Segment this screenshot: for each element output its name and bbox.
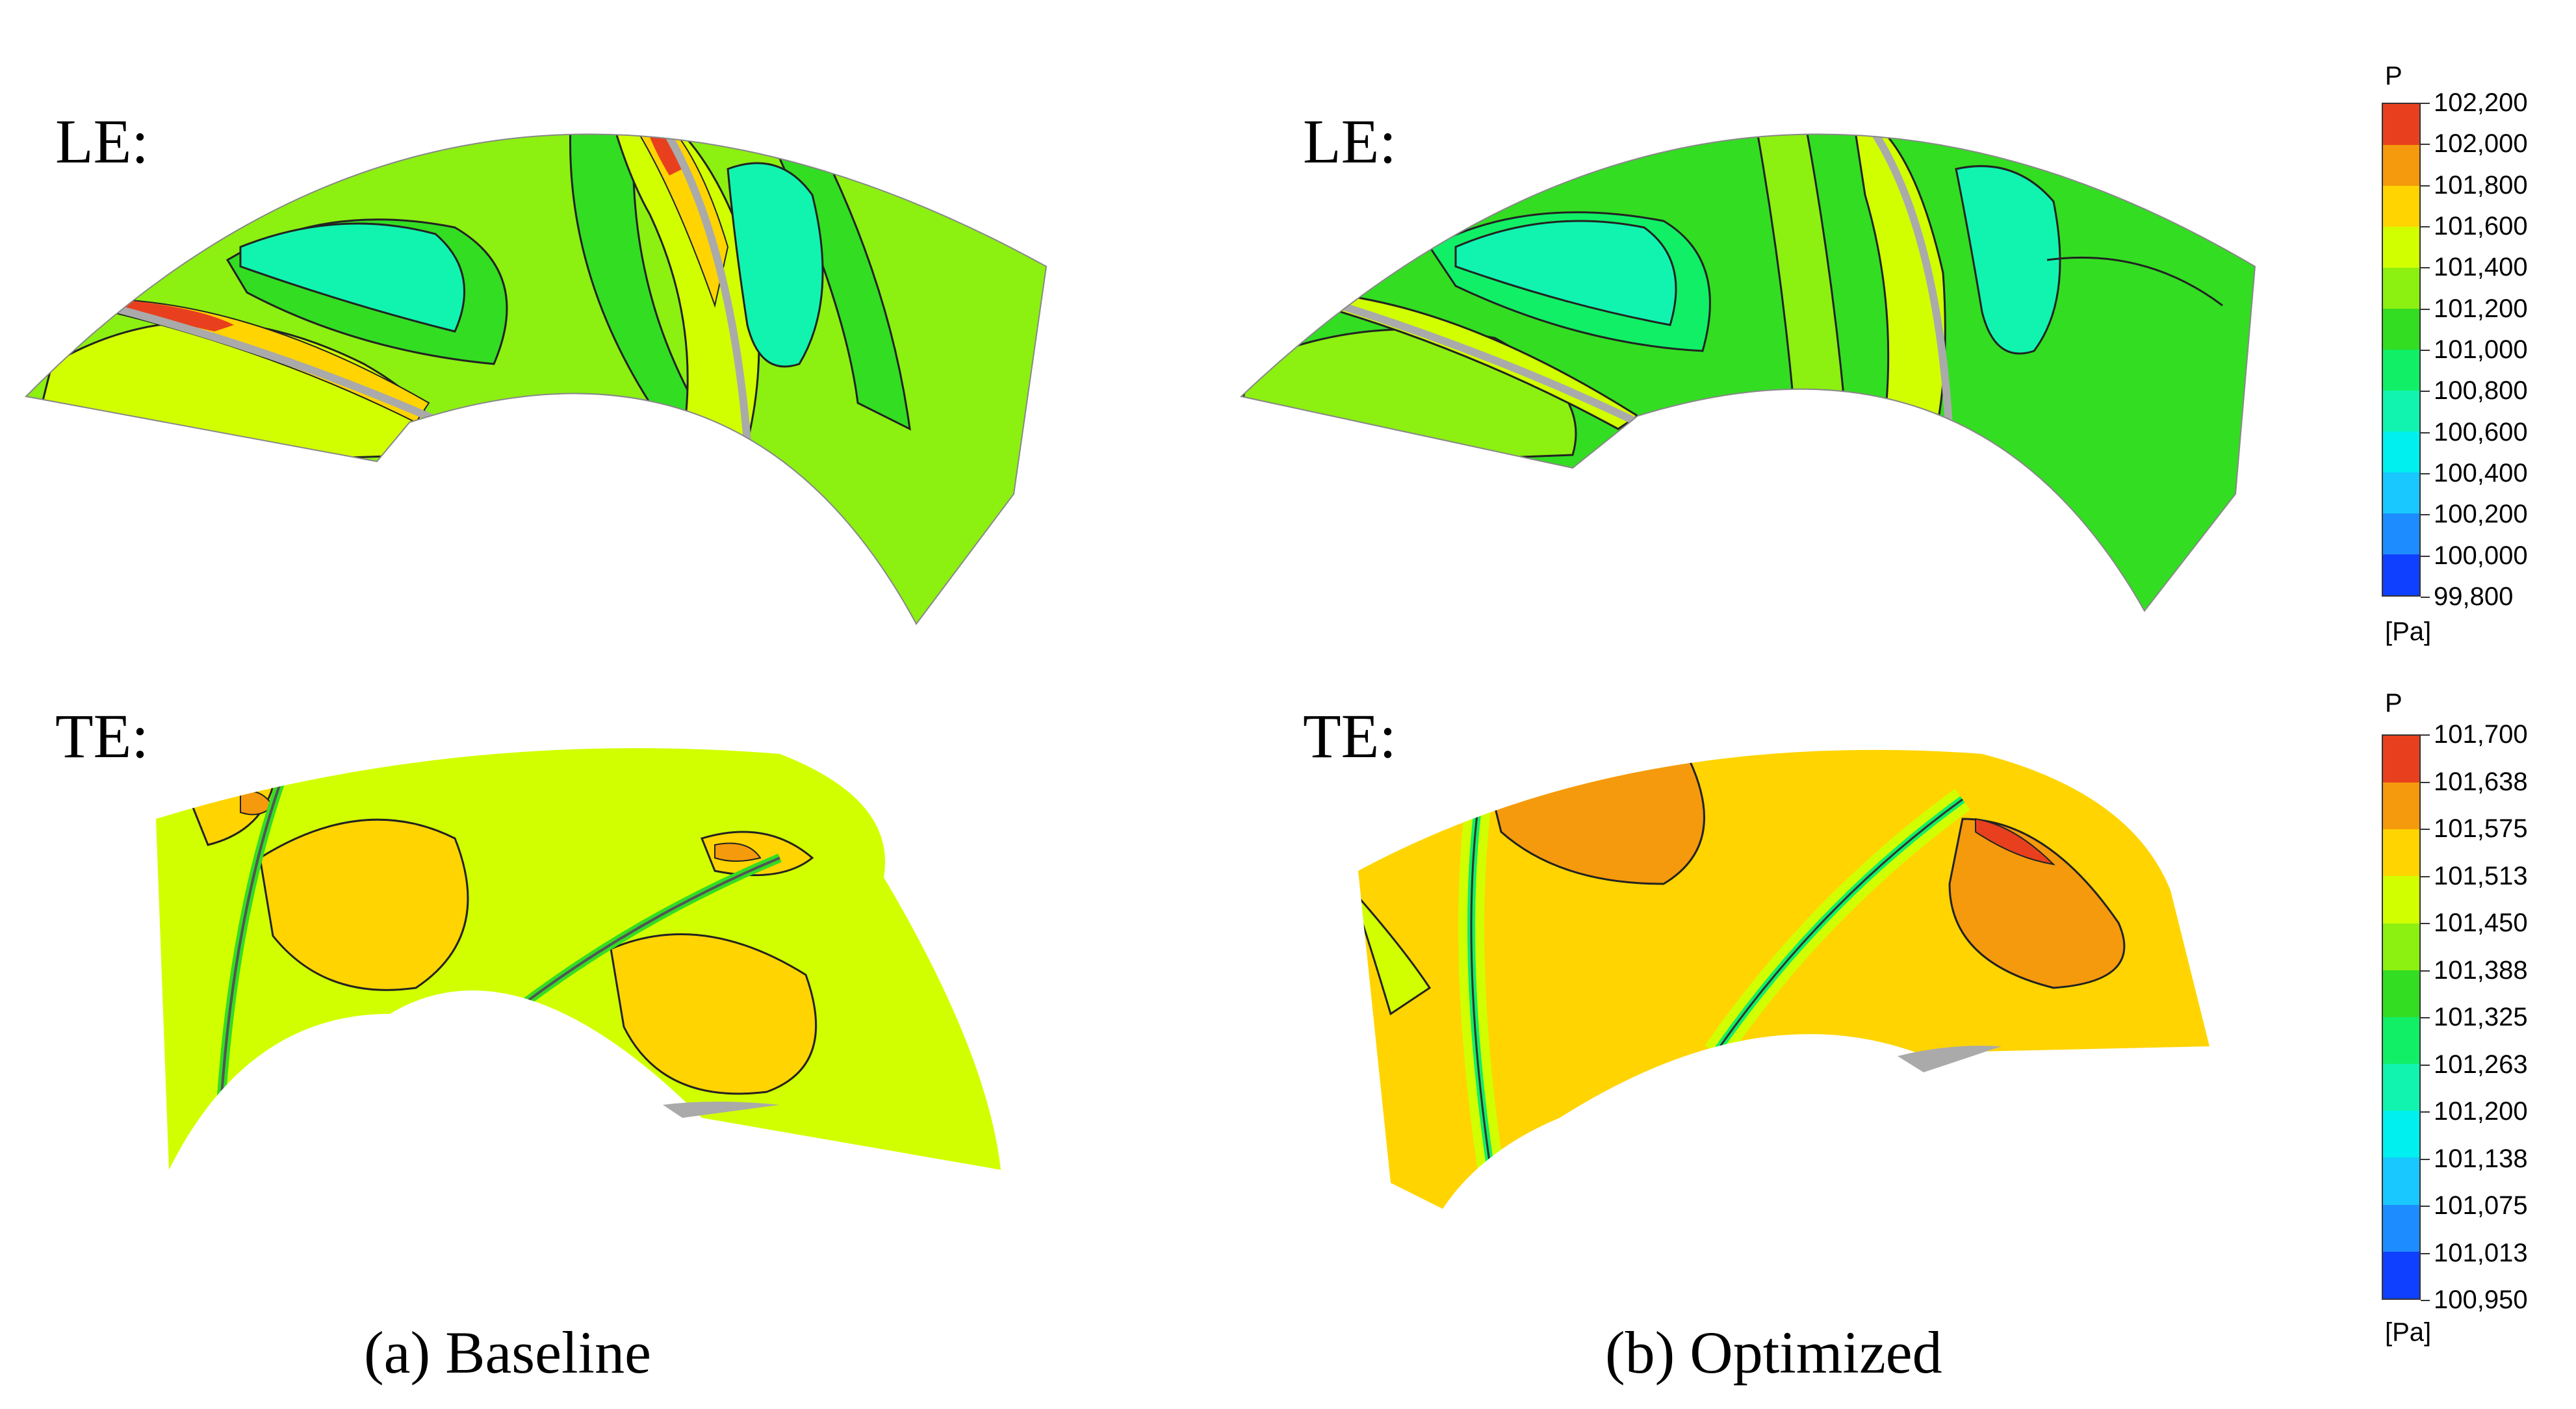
- colorbar-te-tick-label: 101,138: [2434, 1144, 2528, 1173]
- colorbar-te-band: [2383, 970, 2419, 1017]
- colorbar-te-tick-label: 101,013: [2434, 1238, 2528, 1267]
- colorbar-le-band: [2383, 432, 2419, 472]
- colorbar-te-band: [2383, 923, 2419, 970]
- colorbar-le-band: [2383, 472, 2419, 513]
- colorbar-le-tick-label: 101,600: [2434, 212, 2528, 240]
- colorbar-le-tick-label: 100,600: [2434, 417, 2528, 446]
- colorbar-le-tick-label: 100,200: [2434, 500, 2528, 529]
- colorbar-te-band: [2383, 1016, 2419, 1065]
- colorbar-le-band: [2383, 145, 2419, 186]
- colorbar-le-tick-mark: [2421, 267, 2430, 269]
- colorbar-le-tick-label: 102,200: [2434, 88, 2528, 117]
- colorbar-te-tick-mark: [2421, 1064, 2430, 1066]
- colorbar-le-gradient: [2382, 103, 2421, 597]
- colorbar-le-band: [2383, 309, 2419, 350]
- colorbar-te-band: [2383, 736, 2419, 783]
- colorbar-le-tick-label: 101,000: [2434, 335, 2528, 364]
- colorbar-te-tick-label: 101,075: [2434, 1191, 2528, 1220]
- colorbar-te-tick-label: 101,700: [2434, 720, 2528, 749]
- colorbar-le-band: [2383, 513, 2419, 554]
- colorbar-le-tick-label: 100,800: [2434, 376, 2528, 406]
- colorbar-te-tick-mark: [2421, 1206, 2430, 1207]
- colorbar-le-tick-mark: [2421, 597, 2430, 598]
- colorbar-te-band: [2383, 1064, 2419, 1111]
- baseline-le-contour: [26, 134, 1046, 625]
- colorbar-le-tick-mark: [2421, 103, 2430, 104]
- colorbar-le-tick-mark: [2421, 391, 2430, 393]
- colorbar-te-tick-mark: [2421, 970, 2430, 972]
- colorbar-te-tick-mark: [2421, 1017, 2430, 1018]
- colorbar-le-band: [2383, 554, 2419, 595]
- colorbar-le-tick-label: 100,000: [2434, 541, 2528, 570]
- colorbar-te-gradient: [2382, 734, 2421, 1300]
- colorbar-le-tick-label: 100,400: [2434, 459, 2528, 487]
- colorbar-te-tick-mark: [2421, 923, 2430, 924]
- optimized-le-contour: [1241, 134, 2255, 612]
- optimized-te-hub: [1898, 1046, 2002, 1072]
- colorbar-te-tick-mark: [2421, 1111, 2430, 1113]
- colorbar-le-tick-mark: [2421, 473, 2430, 474]
- colorbar-le-tick-label: 101,800: [2434, 170, 2528, 200]
- colorbar-te-tick-mark: [2421, 781, 2430, 783]
- colorbar-le-band: [2383, 350, 2419, 391]
- colorbar-le-tick-label: 99,800: [2434, 582, 2514, 611]
- colorbar-le-tick-label: 102,000: [2434, 129, 2528, 159]
- baseline-le-outline: [24, 133, 1048, 625]
- colorbar-te-title: P: [2385, 689, 2402, 717]
- colorbar-le-band: [2383, 186, 2419, 227]
- colorbar-le-band: [2383, 104, 2419, 145]
- colorbar-te-tick-mark: [2421, 734, 2430, 736]
- colorbar-te-tick-label: 101,263: [2434, 1050, 2528, 1079]
- optimized-le-outline: [1239, 133, 2256, 612]
- colorbar-le-tick-label: 101,400: [2434, 253, 2528, 282]
- baseline-te-contour: [156, 748, 1001, 1170]
- colorbar-te-tick-mark: [2421, 1158, 2430, 1160]
- row-label-te-baseline: TE:: [55, 701, 149, 771]
- colorbar-te-band: [2383, 829, 2419, 877]
- colorbar-te-tick-mark: [2421, 1252, 2430, 1254]
- colorbar-te-tick-mark: [2421, 829, 2430, 830]
- caption-baseline: (a) Baseline: [364, 1319, 651, 1386]
- colorbar-le-tick-mark: [2421, 144, 2430, 146]
- colorbar-te-tick-label: 101,638: [2434, 767, 2528, 796]
- row-label-le-baseline: LE:: [55, 107, 149, 176]
- colorbar-le-band: [2383, 268, 2419, 309]
- colorbar-te-tick-mark: [2421, 875, 2430, 877]
- colorbar-te-unit: [Pa]: [2385, 1318, 2432, 1347]
- colorbar-te-band: [2383, 876, 2419, 924]
- colorbar-te-tick-label: 101,450: [2434, 909, 2528, 937]
- colorbar-le-band: [2383, 391, 2419, 432]
- colorbar-te-tick-label: 101,200: [2434, 1097, 2528, 1126]
- colorbar-le-tick-mark: [2421, 350, 2430, 351]
- colorbar-le-tick-mark: [2421, 514, 2430, 516]
- colorbar-te-tick-label: 101,388: [2434, 955, 2528, 985]
- colorbar-le-title: P: [2385, 62, 2402, 90]
- colorbar-le-tick-label: 101,200: [2434, 294, 2528, 323]
- colorbar-le-tick-mark: [2421, 432, 2430, 433]
- colorbar-le-band: [2383, 227, 2419, 268]
- colorbar-te-tick-label: 101,325: [2434, 1003, 2528, 1031]
- optimized-te-contour: [1358, 749, 2209, 1209]
- baseline-te-hub: [663, 1102, 780, 1118]
- row-label-le-optimized: LE:: [1303, 107, 1397, 176]
- colorbar-te-band: [2383, 1111, 2419, 1158]
- colorbar-le-unit: [Pa]: [2385, 617, 2432, 646]
- colorbar-te-band: [2383, 782, 2419, 830]
- colorbar-te-tick-label: 100,950: [2434, 1286, 2528, 1314]
- colorbar-le-tick-mark: [2421, 185, 2430, 187]
- colorbar-te-band: [2383, 1157, 2419, 1205]
- colorbar-te-band: [2383, 1251, 2419, 1299]
- colorbar-te-tick-label: 101,513: [2434, 861, 2528, 890]
- caption-optimized: (b) Optimized: [1605, 1319, 1942, 1386]
- colorbar-te-band: [2383, 1204, 2419, 1252]
- row-label-te-optimized: TE:: [1303, 701, 1397, 771]
- colorbar-le-tick-mark: [2421, 308, 2430, 310]
- colorbar-le-tick-mark: [2421, 555, 2430, 557]
- colorbar-le-tick-mark: [2421, 226, 2430, 227]
- colorbar-te-tick-label: 101,575: [2434, 814, 2528, 843]
- colorbar-te-tick-mark: [2421, 1300, 2430, 1301]
